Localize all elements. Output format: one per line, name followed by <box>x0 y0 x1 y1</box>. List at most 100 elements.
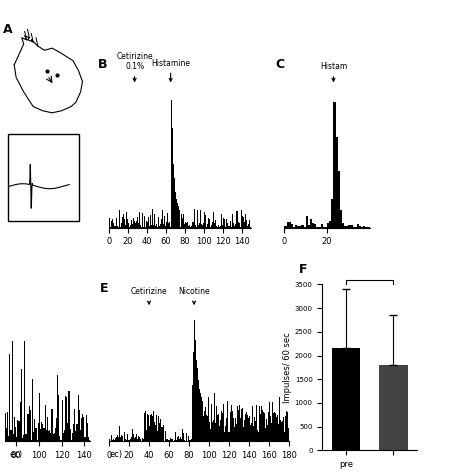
Bar <box>119 210 120 228</box>
Bar <box>260 414 261 441</box>
Bar <box>372 226 374 228</box>
Bar <box>122 437 123 441</box>
Bar <box>323 227 325 228</box>
Bar <box>63 433 64 441</box>
Bar <box>184 224 185 228</box>
Bar <box>208 218 209 228</box>
Bar <box>203 417 204 441</box>
Bar <box>125 438 126 441</box>
Bar <box>272 402 273 441</box>
Bar <box>271 423 272 441</box>
Bar <box>139 437 140 441</box>
Bar <box>226 419 227 441</box>
Bar <box>312 223 314 228</box>
Bar <box>128 440 129 441</box>
Bar <box>342 223 344 228</box>
Bar <box>213 419 214 441</box>
Bar <box>21 369 22 441</box>
Bar <box>178 436 179 441</box>
Bar <box>374 227 376 228</box>
Bar <box>41 421 42 441</box>
Bar <box>340 210 342 228</box>
Bar <box>299 226 301 228</box>
Bar <box>39 393 40 441</box>
Bar <box>71 439 72 441</box>
Bar <box>353 227 355 228</box>
Bar <box>346 226 348 228</box>
Bar <box>224 432 225 441</box>
Bar <box>147 414 148 441</box>
Bar <box>149 427 150 441</box>
Bar <box>235 225 236 228</box>
Bar <box>204 212 205 228</box>
Bar <box>220 420 221 441</box>
Bar <box>197 368 198 441</box>
Bar <box>177 203 178 228</box>
Bar <box>281 422 282 441</box>
Bar <box>150 215 151 228</box>
Bar <box>214 392 215 441</box>
Bar <box>118 437 119 441</box>
Bar <box>66 397 67 441</box>
Bar <box>301 225 303 228</box>
Bar <box>166 222 167 228</box>
Bar <box>210 428 211 441</box>
Bar <box>218 225 219 228</box>
Bar <box>152 209 153 228</box>
Bar <box>117 436 118 441</box>
Bar <box>263 412 264 441</box>
Bar <box>189 225 190 228</box>
Bar <box>50 433 51 441</box>
Bar <box>62 400 63 441</box>
Bar <box>85 415 87 441</box>
Bar <box>201 397 202 441</box>
Bar <box>7 412 8 441</box>
Bar <box>245 414 246 441</box>
Bar <box>131 220 132 228</box>
Bar <box>239 405 240 441</box>
Bar <box>172 438 173 441</box>
Bar <box>221 410 222 441</box>
Bar <box>68 391 70 441</box>
Bar <box>327 223 329 228</box>
Bar <box>223 218 224 228</box>
Bar <box>254 417 255 441</box>
Bar <box>174 440 175 441</box>
Bar <box>275 413 276 441</box>
Bar <box>183 433 184 441</box>
Bar <box>152 417 153 441</box>
Bar <box>134 438 135 441</box>
Bar <box>196 360 197 441</box>
Bar <box>227 223 228 228</box>
Bar <box>283 417 284 441</box>
Bar <box>231 405 232 441</box>
Bar <box>80 430 81 441</box>
Bar <box>234 226 235 228</box>
Bar <box>75 431 76 441</box>
Bar <box>9 354 10 441</box>
Bar <box>111 221 112 228</box>
Bar <box>40 428 41 441</box>
Bar <box>285 416 286 441</box>
Bar <box>370 225 372 228</box>
Bar <box>186 433 187 441</box>
Bar <box>308 225 310 228</box>
Bar <box>359 226 361 228</box>
Bar <box>246 412 247 441</box>
Bar <box>243 428 244 441</box>
Bar <box>329 221 331 228</box>
Bar <box>19 402 21 441</box>
Bar <box>284 226 286 228</box>
Bar <box>238 222 239 228</box>
Bar <box>136 434 137 441</box>
Bar <box>212 422 213 441</box>
Bar <box>158 416 159 441</box>
Bar <box>258 432 259 441</box>
Bar <box>154 422 155 441</box>
Bar <box>253 426 254 441</box>
Bar <box>129 227 130 228</box>
Bar <box>378 227 380 228</box>
Bar <box>337 171 340 228</box>
Bar <box>15 427 16 441</box>
Bar <box>230 221 231 228</box>
